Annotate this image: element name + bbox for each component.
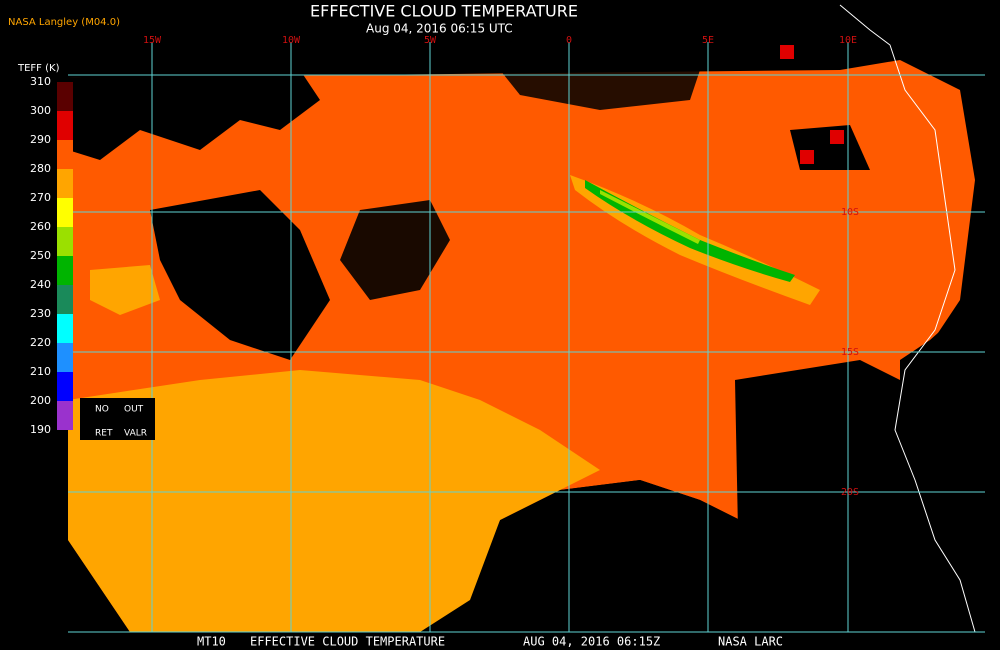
longitude-label: 5E [702, 35, 714, 46]
footer-text: EFFECTIVE CLOUD TEMPERATURE [250, 635, 445, 649]
colorbar-segment [57, 169, 73, 198]
no-ret-label: NO [95, 405, 109, 415]
colorbar-tick-label: 300 [30, 104, 51, 117]
graticule [68, 42, 985, 633]
colorbar-tick-label: 220 [30, 336, 51, 349]
colorbar-tick-label: 200 [30, 394, 51, 407]
colorbar-segment [57, 343, 73, 372]
cold-cloud-core [600, 190, 700, 244]
cold-cloud-core [585, 180, 795, 282]
colorbar-tick-label: 310 [30, 75, 51, 88]
latitude-label: 15S [841, 347, 859, 358]
footer-text: AUG 04, 2016 06:15Z [523, 635, 660, 649]
colorbar-tick-label: 230 [30, 307, 51, 320]
coastline [839, 4, 976, 633]
latitude-label: 20S [841, 487, 859, 498]
longitude-label: 5W [424, 35, 437, 46]
warm-cell [830, 130, 844, 144]
no-ret-label: RET [95, 429, 113, 439]
clear-area [735, 360, 900, 632]
title: EFFECTIVE CLOUD TEMPERATURE [310, 2, 578, 21]
out-valr-label: VALR [124, 429, 147, 439]
clear-area [470, 480, 740, 632]
colorbar-tick-label: 190 [30, 423, 51, 436]
longitude-label: 15W [143, 35, 162, 46]
clear-area [68, 70, 320, 160]
colorbar-tick-label: 280 [30, 162, 51, 175]
colorbar-segment [57, 198, 73, 227]
colorbar-segment [57, 140, 73, 169]
longitude-label: 10E [839, 35, 857, 46]
clear-area [500, 70, 700, 110]
warm-cell [780, 45, 794, 59]
imagery [68, 4, 985, 633]
warm-cell [800, 150, 814, 164]
footer-text: NASA LARC [718, 635, 783, 649]
colorbar-segment [57, 256, 73, 285]
latitude-label: 10S [841, 207, 859, 218]
out-valr-label: OUT [124, 405, 144, 415]
colorbar-segment [57, 372, 73, 401]
colorbar-tick-label: 270 [30, 191, 51, 204]
colorbar-segment [57, 111, 73, 140]
longitude-label: 10W [282, 35, 301, 46]
warm-cloud-region [68, 370, 600, 632]
land [900, 300, 985, 632]
colorbar-tick-label: 240 [30, 278, 51, 291]
colorbar-segment [57, 314, 73, 343]
colorbar-tick-label: 250 [30, 249, 51, 262]
colorbar-segment [57, 227, 73, 256]
warm-cloud-patch [90, 265, 160, 315]
subtitle: Aug 04, 2016 06:15 UTC [366, 22, 513, 36]
footer-text: MT10 [197, 635, 226, 649]
colorbar-tick-label: 290 [30, 133, 51, 146]
source-label: NASA Langley (M04.0) [8, 17, 120, 28]
colorbar-segment [57, 82, 73, 111]
colorbar-tick-label: 210 [30, 365, 51, 378]
legend-box [80, 398, 155, 440]
colorbar-segment [57, 285, 73, 314]
legend-label: TEFF (K) [17, 63, 60, 74]
longitude-label: 0 [566, 35, 572, 46]
colorbar-tick-label: 260 [30, 220, 51, 233]
clear-area [150, 190, 330, 360]
colorbar-segment [57, 401, 73, 430]
clear-area [340, 200, 450, 300]
